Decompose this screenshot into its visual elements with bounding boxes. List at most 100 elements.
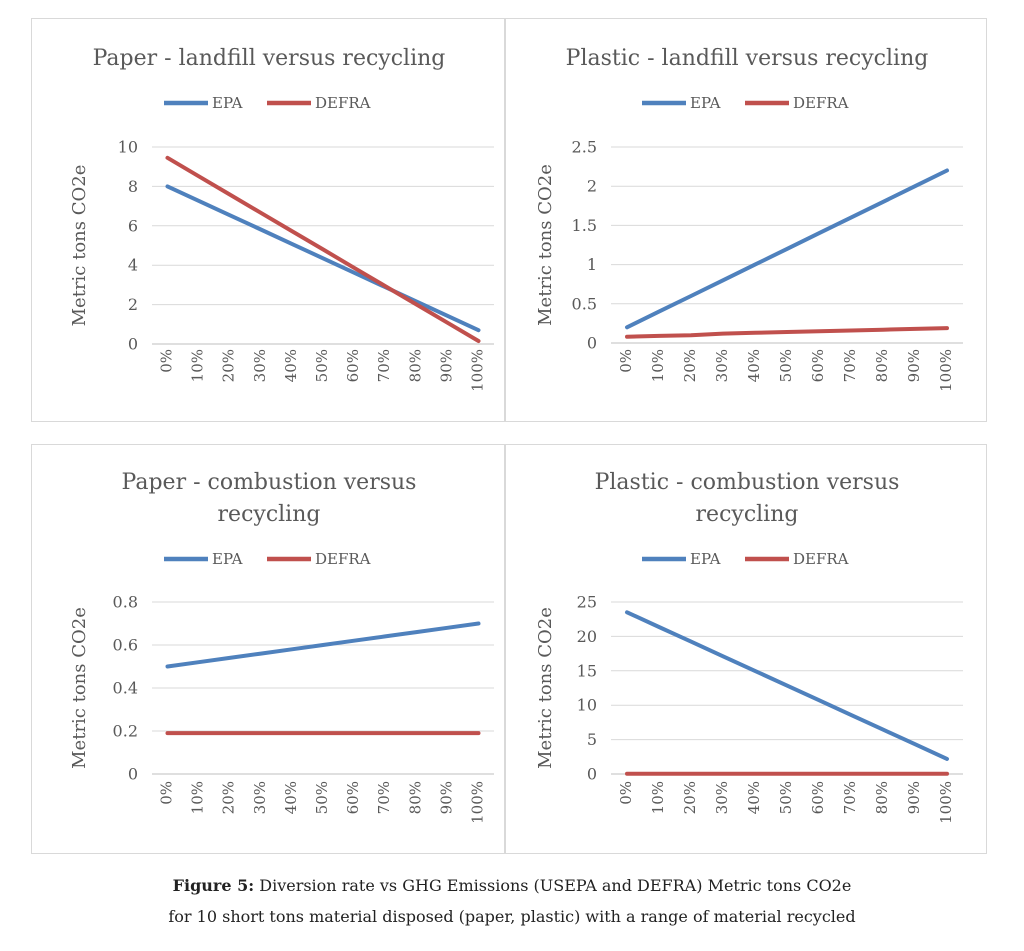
x-tick-label: 60%: [809, 781, 827, 814]
y-tick-label: 0.2: [113, 722, 138, 741]
x-tick-label: 50%: [777, 781, 795, 814]
x-tick-label: 40%: [282, 349, 300, 382]
series-line-defra: [625, 326, 949, 339]
x-tick-label: 20%: [220, 349, 238, 382]
y-tick-label: 0.4: [113, 679, 138, 698]
x-tick-label: 70%: [841, 781, 859, 814]
x-tick-label: 70%: [375, 349, 393, 382]
chart-svg: Plastic - combustion versus recycling EPA D…: [535, 470, 963, 824]
y-tick-label: 15: [577, 661, 597, 680]
y-tick-label: 2: [128, 295, 138, 314]
x-tick-label: 100%: [468, 349, 486, 392]
chart-title: Plastic - landfill versus recycling: [566, 46, 929, 71]
x-tick-label: 0%: [617, 781, 635, 805]
chart-panel-plastic-combustion: Plastic - combustion versus recycling EPA D…: [505, 444, 987, 854]
x-tick-label: 50%: [313, 781, 331, 814]
chart-title: Plastic - combustion versus: [595, 470, 900, 495]
x-tick-label: 10%: [649, 781, 667, 814]
figure-caption-line-2: for 10 short tons material disposed (pap…: [168, 907, 856, 926]
y-tick-label: 6: [128, 216, 138, 235]
x-tick-label: 30%: [251, 781, 269, 814]
chart-title: recycling: [696, 502, 799, 527]
chart-svg: Paper - combustion versus recycling EPA DEF…: [69, 470, 494, 824]
x-tick-label: 60%: [809, 349, 827, 382]
x-tick-label: 30%: [713, 781, 731, 814]
x-tick-label: 90%: [905, 781, 923, 814]
x-tick-label: 70%: [375, 781, 393, 814]
y-tick-label: 0: [587, 765, 597, 784]
x-tick-label: 40%: [282, 781, 300, 814]
chart-panel-paper-combustion: Paper - combustion versus recycling EPA DEF…: [31, 444, 505, 854]
y-tick-label: 1: [587, 255, 597, 274]
series-line-defra: [165, 155, 481, 343]
y-axis-title: Metric tons CO2e: [69, 165, 90, 327]
x-tick-label: 30%: [713, 349, 731, 382]
y-axis-title: Metric tons CO2e: [535, 164, 556, 326]
chart-svg: Plastic - landfill versus recycling EPA DE…: [535, 46, 963, 392]
x-tick-label: 0%: [158, 781, 176, 805]
chart-svg: Paper - landfill versus recycling EPA DEFR…: [69, 46, 494, 392]
x-tick-label: 100%: [468, 781, 486, 824]
y-axis-title: Metric tons CO2e: [535, 607, 556, 769]
legend-label-defra: DEFRA: [315, 550, 371, 568]
x-tick-label: 60%: [344, 349, 362, 382]
y-tick-label: 0: [587, 334, 597, 353]
legend-label-defra: DEFRA: [315, 94, 371, 112]
y-tick-label: 0: [128, 335, 138, 354]
chart-title: Paper - landfill versus recycling: [93, 46, 446, 71]
y-tick-label: 0.5: [572, 294, 597, 313]
chart-panel-paper-landfill: Paper - landfill versus recycling EPA DEFR…: [31, 18, 505, 422]
x-tick-label: 10%: [649, 349, 667, 382]
y-tick-label: 8: [128, 177, 138, 196]
y-tick-label: 25: [577, 593, 597, 612]
figure-caption-line-1: Figure 5: Diversion rate vs GHG Emission…: [0, 876, 1024, 895]
x-tick-label: 70%: [841, 349, 859, 382]
x-tick-label: 100%: [937, 349, 955, 392]
x-tick-label: 20%: [681, 349, 699, 382]
legend-label-epa: EPA: [690, 550, 721, 568]
chart-title: Paper - combustion versus: [122, 470, 417, 495]
x-tick-label: 0%: [158, 349, 176, 373]
y-tick-label: 5: [587, 730, 597, 749]
legend-label-epa: EPA: [690, 94, 721, 112]
x-tick-label: 10%: [189, 781, 207, 814]
y-tick-label: 1.5: [572, 216, 597, 235]
series-line-epa: [625, 168, 949, 330]
y-tick-label: 20: [577, 627, 597, 646]
x-tick-label: 100%: [937, 781, 955, 824]
y-tick-label: 10: [577, 696, 597, 715]
y-tick-label: 0: [128, 765, 138, 784]
y-tick-label: 0.6: [113, 636, 138, 655]
y-tick-label: 10: [118, 138, 138, 157]
y-tick-label: 4: [128, 256, 138, 275]
x-tick-label: 60%: [344, 781, 362, 814]
x-tick-label: 90%: [905, 349, 923, 382]
y-tick-label: 2: [587, 177, 597, 196]
x-tick-label: 50%: [313, 349, 331, 382]
x-tick-label: 90%: [437, 349, 455, 382]
x-tick-label: 20%: [220, 781, 238, 814]
figure-caption-text: Diversion rate vs GHG Emissions (USEPA a…: [254, 876, 852, 895]
x-tick-label: 30%: [251, 349, 269, 382]
chart-title: recycling: [218, 502, 321, 527]
legend-label-epa: EPA: [212, 94, 243, 112]
x-tick-label: 0%: [617, 349, 635, 373]
x-tick-label: 80%: [406, 781, 424, 814]
x-tick-label: 50%: [777, 349, 795, 382]
x-tick-label: 10%: [189, 349, 207, 382]
x-tick-label: 90%: [437, 781, 455, 814]
y-tick-label: 2.5: [572, 138, 597, 157]
y-axis-title: Metric tons CO2e: [69, 607, 90, 769]
legend-label-epa: EPA: [212, 550, 243, 568]
x-tick-label: 80%: [406, 349, 424, 382]
x-tick-label: 20%: [681, 781, 699, 814]
x-tick-label: 80%: [873, 349, 891, 382]
x-tick-label: 40%: [745, 349, 763, 382]
y-tick-label: 0.8: [113, 593, 138, 612]
figure-caption-label: Figure 5:: [172, 876, 255, 895]
chart-panel-plastic-landfill: Plastic - landfill versus recycling EPA DE…: [505, 18, 987, 422]
legend-label-defra: DEFRA: [793, 94, 849, 112]
x-tick-label: 80%: [873, 781, 891, 814]
legend-label-defra: DEFRA: [793, 550, 849, 568]
x-tick-label: 40%: [745, 781, 763, 814]
